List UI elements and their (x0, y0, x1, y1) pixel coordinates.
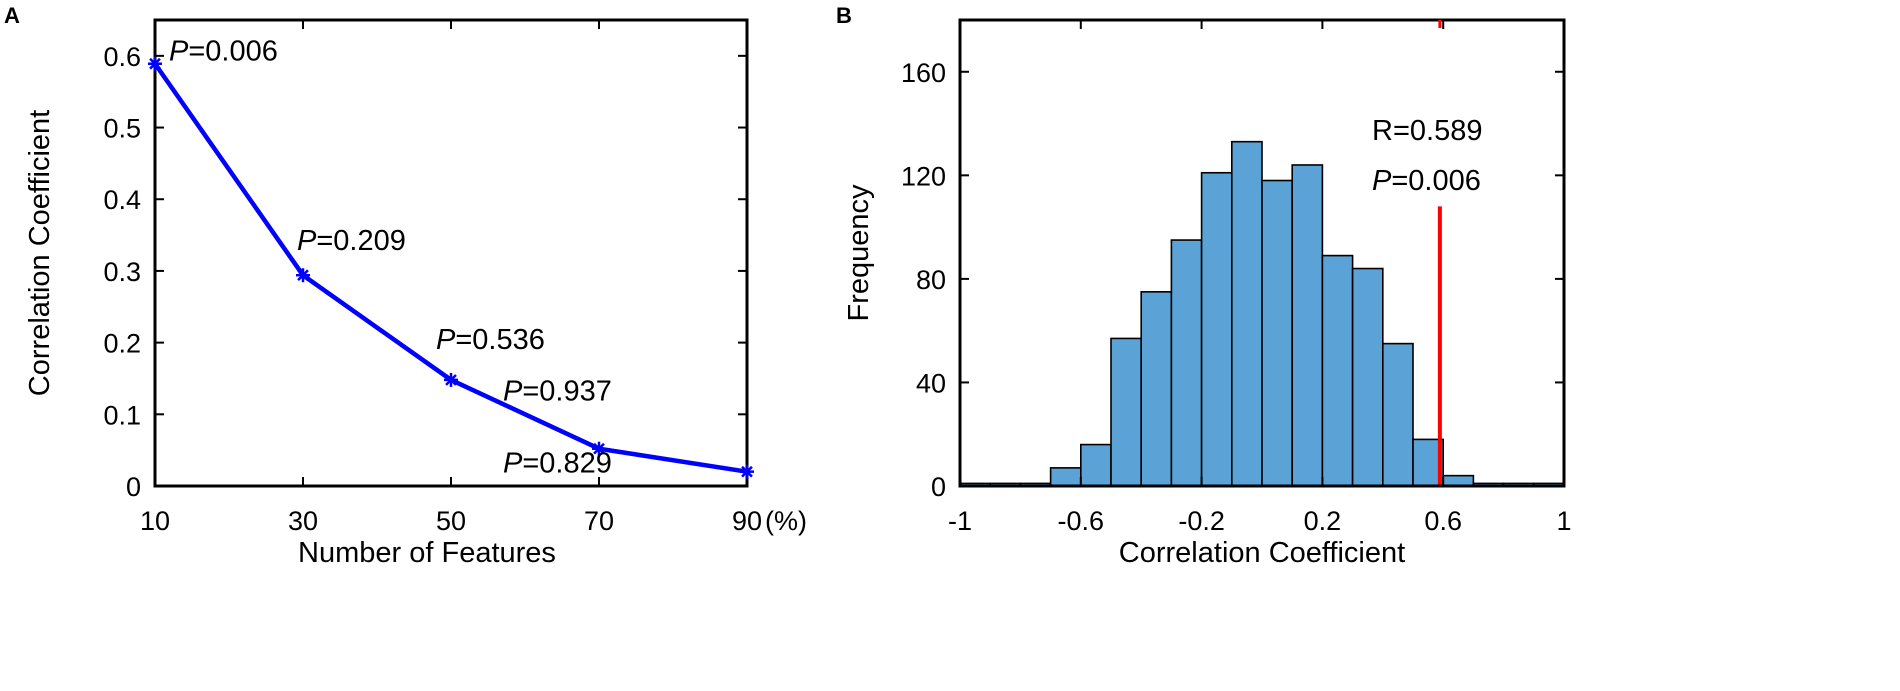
panel-b-histogram-bar (1351, 267, 1384, 487)
panel-a-y-tick-label: 0.5 (103, 114, 141, 144)
panel-b-histogram-bar (1291, 164, 1324, 487)
panel-b-r-value-label: R=0.589 (1372, 115, 1482, 147)
panel-a-data-point (592, 441, 606, 456)
panel-a-y-axis-label: Correlation Coefficient (24, 110, 56, 396)
panel-b-histogram-bar (1080, 443, 1112, 487)
panel-b-histogram-bar (1170, 239, 1203, 487)
panel-b-histogram-bar (1261, 179, 1294, 487)
panel-a-data-point (740, 464, 754, 479)
panel-a-y-tick-label: 0.6 (103, 42, 141, 72)
panel-b-histogram-bar (1049, 467, 1082, 487)
panel-a-x-axis-label: Number of Features (298, 537, 556, 569)
panel-a-p-value-label: P=0.006 (169, 36, 278, 68)
panel-a-p-value-label: P=0.536 (436, 324, 545, 356)
panel-a-x-unit: (%) (765, 506, 807, 536)
panel-b-x-tick-label: -1 (948, 506, 972, 536)
panel-a-x-tick-label: 70 (584, 506, 614, 536)
panel-a-series-line (153, 62, 748, 474)
panel-b-histogram-bar (1110, 337, 1143, 487)
panel-b-histogram-bar (1231, 140, 1263, 487)
panel-a-x-tick-label: 50 (436, 506, 466, 536)
panel-b-x-tick-label: 0.6 (1424, 506, 1462, 536)
panel-b-y-tick-label: 160 (901, 58, 946, 88)
panel-b-histogram-bar (1200, 171, 1233, 487)
panel-a-y-tick-label: 0.2 (103, 329, 141, 359)
panel-b-y-tick-label: 0 (931, 472, 946, 502)
panel-a-data-point (296, 268, 310, 283)
panel-a-p-value-label: P=0.209 (297, 225, 406, 257)
panel-b-plot-frame (958, 18, 1566, 488)
panel-a-x-tick-label: 10 (140, 506, 170, 536)
panel-b-histogram-bar (1382, 342, 1414, 487)
panel-b-x-tick-label: 0.2 (1304, 506, 1342, 536)
panel-a-y-tick-label: 0 (126, 472, 141, 502)
panel-b-histogram: 0 40 80 120 160 -1 -0.6 -0.2 0.2 0.6 1 R=0.589 P=0… (843, 18, 1572, 569)
panel-a-line-chart: 0 0.1 0.2 0.3 0.4 0.5 0.6 10 30 50 70 90 P=0.006 P=… (24, 18, 807, 569)
panel-letter-a: A (4, 3, 20, 28)
panel-b-x-tick-label: -0.6 (1058, 506, 1105, 536)
panel-a-plot-frame (153, 18, 749, 488)
panel-b-histogram-bar (1442, 474, 1475, 487)
panel-b-x-tick-label: 1 (1556, 506, 1571, 536)
panel-a-x-tick-label: 30 (288, 506, 318, 536)
panel-a-data-point (148, 56, 162, 71)
panel-b-histogram-bar (1140, 291, 1173, 487)
panel-a-data-point (444, 372, 458, 387)
panel-a-y-tick-label: 0.4 (103, 185, 141, 215)
panel-b-histogram-bar (1321, 254, 1354, 487)
panel-b-y-tick-label: 80 (916, 265, 946, 295)
panel-a-x-tick-label: 90 (732, 506, 762, 536)
panel-a-p-value-label: P=0.937 (503, 376, 612, 408)
panel-b-y-axis-label: Frequency (843, 184, 875, 322)
panel-a-y-tick-label: 0.1 (103, 400, 141, 430)
panel-letter-b: B (836, 3, 852, 28)
panel-a-y-tick-label: 0.3 (103, 257, 141, 287)
panel-b-y-tick-label: 120 (901, 161, 946, 191)
panel-b-x-tick-label: -0.2 (1178, 506, 1225, 536)
panel-a-p-value-label: P=0.829 (503, 448, 612, 480)
panel-b-x-axis-label: Correlation Coefficient (1119, 537, 1405, 569)
panel-b-p-value-label: P=0.006 (1372, 165, 1481, 197)
panel-b-y-tick-label: 40 (916, 368, 946, 398)
